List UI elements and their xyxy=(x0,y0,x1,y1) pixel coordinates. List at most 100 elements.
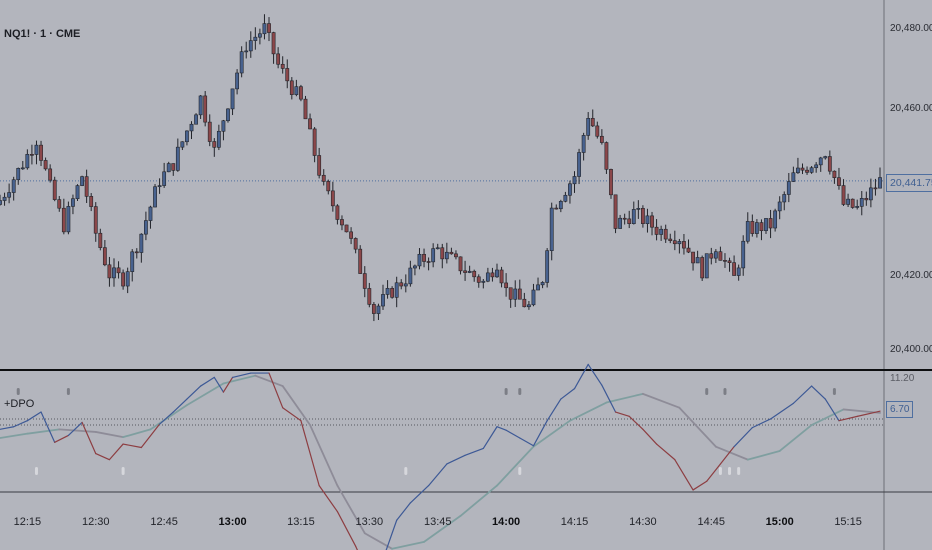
dpo-lower-marker xyxy=(718,467,722,475)
candle-body xyxy=(212,141,217,148)
dpo-line-segment xyxy=(560,388,576,400)
candle-body xyxy=(695,257,700,264)
dpo-line-segment xyxy=(95,452,111,461)
candle-body xyxy=(641,208,645,224)
time-tick-label: 13:00 xyxy=(218,516,247,528)
candle-body xyxy=(700,257,705,279)
candle-body xyxy=(513,288,518,300)
dpo-line-segment xyxy=(642,428,658,445)
candle-body xyxy=(7,192,12,198)
dpo-signal-segment xyxy=(642,392,681,409)
candle-body xyxy=(531,289,536,306)
dpo-line-segment xyxy=(54,434,69,443)
dpo-line-segment xyxy=(428,463,448,487)
candle-body xyxy=(508,287,513,300)
candle-body xyxy=(850,198,855,208)
candle-body xyxy=(285,68,290,82)
dpo-line-segment xyxy=(496,426,507,431)
candle-body xyxy=(490,272,495,278)
candle-body xyxy=(226,108,230,122)
candle-body xyxy=(80,176,84,186)
dpo-signal-segment xyxy=(423,515,462,543)
candle-body xyxy=(659,228,664,235)
indicator-title[interactable]: +DPO xyxy=(4,398,35,410)
candle-body xyxy=(134,251,139,254)
candle-body xyxy=(335,205,340,220)
candle-body xyxy=(189,123,194,132)
dpo-line-segment xyxy=(81,421,97,455)
candle-body xyxy=(344,224,349,233)
candle-body xyxy=(467,270,472,273)
candle-body xyxy=(873,187,878,190)
candle-body xyxy=(495,269,499,278)
candle-body xyxy=(745,221,750,242)
dpo-lower-marker xyxy=(728,467,732,475)
candle-body xyxy=(221,120,226,132)
candle-body xyxy=(577,152,581,177)
candle-body xyxy=(472,270,477,278)
candle-body xyxy=(16,168,21,181)
candle-body xyxy=(727,260,732,263)
candle-body xyxy=(353,238,358,250)
dpo-signal-segment xyxy=(254,374,284,387)
price-tick-label: 20,420.00 xyxy=(890,270,932,281)
candle-body xyxy=(57,199,62,209)
time-tick-label: 13:45 xyxy=(423,516,452,528)
dpo-line-segment xyxy=(40,411,56,443)
dpo-signal-segment xyxy=(58,428,97,433)
candle-body xyxy=(672,240,677,245)
time-tick-label: 14:45 xyxy=(697,516,726,528)
candle-body xyxy=(586,118,591,136)
candle-body xyxy=(148,206,153,221)
candle-body xyxy=(312,128,317,156)
candle-body xyxy=(303,98,308,120)
dpo-line-segment xyxy=(0,426,15,430)
candle-body xyxy=(376,305,381,314)
candle-body xyxy=(166,163,171,173)
symbol-title[interactable]: NQ1! · 1 · CME xyxy=(4,28,81,40)
candle-body xyxy=(581,135,586,153)
candle-body xyxy=(764,218,768,232)
current-price-tag: 20,441.75 xyxy=(886,174,932,192)
candle-body xyxy=(476,276,481,283)
candle-body xyxy=(809,167,814,173)
candle-body xyxy=(536,284,540,291)
candle-body xyxy=(52,179,57,200)
candle-body xyxy=(622,217,627,220)
candle-body xyxy=(444,251,449,260)
candle-body xyxy=(125,271,130,287)
time-tick-label: 14:30 xyxy=(629,516,657,528)
dpo-line-segment xyxy=(532,420,548,447)
candle-body xyxy=(413,265,417,269)
candle-body xyxy=(71,198,75,207)
candle-body xyxy=(426,261,431,263)
dpo-signal-segment xyxy=(149,404,188,431)
dpo-line-segment xyxy=(614,411,630,417)
candle-body xyxy=(0,200,2,205)
dpo-upper-marker xyxy=(16,388,20,395)
dpo-lower-marker xyxy=(518,467,522,475)
candle-body xyxy=(107,264,112,279)
candle-body xyxy=(157,185,162,188)
candle-body xyxy=(385,288,390,295)
candle-body xyxy=(527,304,531,308)
candle-body xyxy=(855,206,860,208)
candle-body xyxy=(832,170,837,178)
dpo-line-segment xyxy=(601,384,617,413)
dpo-signal-segment xyxy=(496,445,535,487)
candle-body xyxy=(599,135,604,143)
dpo-line-segment xyxy=(200,376,215,387)
candle-body xyxy=(631,209,636,224)
dpo-lower-marker xyxy=(34,467,38,475)
price-tick-label: 20,400.00 xyxy=(890,344,932,355)
candle-body xyxy=(417,253,422,267)
candle-body xyxy=(139,233,144,253)
candle-body xyxy=(93,206,98,234)
dpo-line-segment xyxy=(67,421,83,437)
dpo-signal-segment xyxy=(222,374,257,385)
dpo-upper-marker xyxy=(832,388,836,395)
candle-body xyxy=(554,207,559,210)
candle-body xyxy=(627,218,632,224)
dpo-line-segment xyxy=(482,426,498,449)
